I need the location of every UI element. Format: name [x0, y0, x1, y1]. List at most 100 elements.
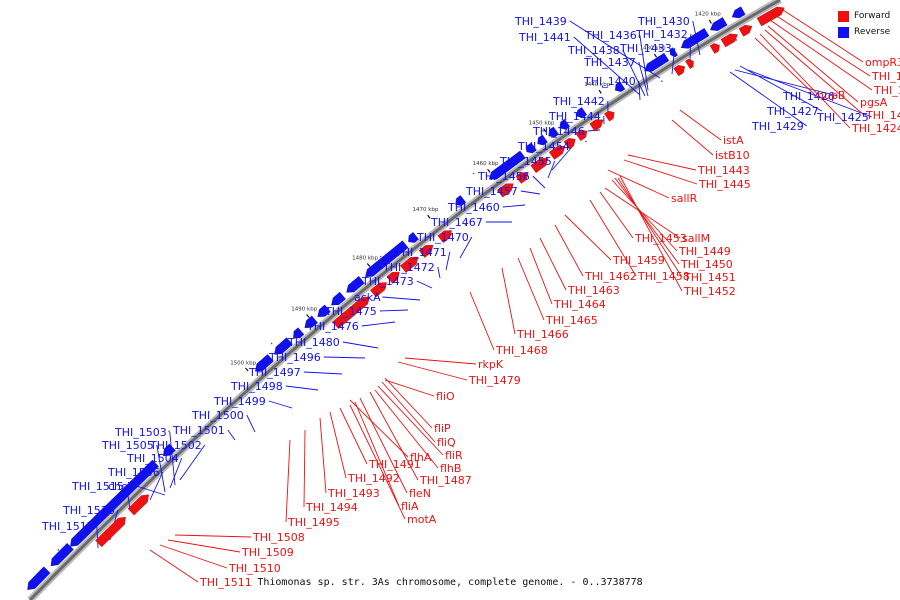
gene-label-thi-1509[interactable]: THI_1509 [241, 546, 294, 559]
gene-label-thi-1511[interactable]: THI_1511 [199, 576, 252, 589]
forward-gene-arrow[interactable] [720, 33, 738, 48]
forward-gene-arrow[interactable] [437, 230, 452, 244]
gene-label-thi-1452[interactable]: THI_1452 [683, 285, 736, 298]
gene-label-thi-1500[interactable]: THI_1500 [191, 409, 244, 422]
gene-label-rkpk[interactable]: rkpK [478, 358, 504, 371]
forward-gene-arrow[interactable] [709, 43, 720, 54]
gene-label-thi-1516[interactable]: THI_1516 [62, 504, 115, 517]
gene-label-thi-1494[interactable]: THI_1494 [305, 501, 358, 514]
reverse-gene-arrow[interactable] [559, 118, 571, 130]
gene-label-thi-1419[interactable]: THI_1419 [873, 84, 900, 97]
gene-label-thi-1487[interactable]: THI_1487 [419, 474, 472, 487]
forward-gene-arrow[interactable] [332, 296, 370, 329]
gene-label-thi-1441[interactable]: THI_1441 [518, 31, 571, 44]
forward-gene-arrow[interactable] [400, 256, 419, 273]
reverse-gene-arrow[interactable] [731, 6, 746, 19]
forward-gene-arrow[interactable] [604, 110, 615, 122]
reverse-gene-arrow[interactable] [50, 542, 74, 567]
gene-label-thi-1473[interactable]: THI_1473 [361, 275, 414, 288]
gene-label-sallm[interactable]: sallM [682, 232, 710, 245]
gene-label-thi-1454[interactable]: THI_1454 [517, 140, 570, 153]
gene-label-fliq[interactable]: fliQ [437, 436, 456, 449]
reverse-gene-arrow[interactable] [346, 276, 365, 293]
gene-label-thi-1468[interactable]: THI_1468 [495, 344, 548, 357]
gene-label-hupb[interactable]: hupB [817, 89, 845, 102]
gene-label-thi-1472[interactable]: THI_1472 [382, 261, 435, 274]
gene-label-thi-1437[interactable]: THI_1437 [583, 56, 636, 69]
gene-label-thi-1491[interactable]: THI_1491 [368, 458, 421, 471]
gene-label-thi-1422[interactable]: THI_1422 [865, 109, 900, 122]
gene-label-thi-1506[interactable]: THI_1506 [107, 466, 160, 479]
gene-label-istb10[interactable]: istB10 [715, 149, 750, 162]
reverse-gene-arrow[interactable] [162, 443, 176, 457]
gene-label-thi-1465[interactable]: THI_1465 [545, 314, 598, 327]
forward-gene-arrow[interactable] [386, 271, 400, 284]
gene-label-thi-1475[interactable]: THI_1475 [324, 305, 377, 318]
forward-gene-arrow[interactable] [370, 282, 387, 298]
reverse-gene-arrow[interactable] [669, 47, 678, 58]
reverse-gene-arrow[interactable] [293, 327, 305, 339]
gene-label-thi-1517[interactable]: THI_1517 [41, 520, 94, 533]
reverse-gene-arrow[interactable] [27, 566, 51, 590]
gene-label-thi-1445[interactable]: THI_1445 [698, 178, 751, 191]
gene-label-thi-1429[interactable]: THI_1429 [751, 120, 804, 133]
gene-label-thi-1498[interactable]: THI_1498 [230, 380, 283, 393]
gene-label-thi-1439[interactable]: THI_1439 [514, 15, 567, 28]
gene-label-thi-1463[interactable]: THI_1463 [567, 284, 620, 297]
gene-label-thi-1442[interactable]: THI_1442 [552, 95, 605, 108]
gene-label-thi-1464[interactable]: THI_1464 [553, 298, 606, 311]
gene-label-thi-1476[interactable]: THI_1476 [306, 320, 359, 333]
gene-label-thi-1432[interactable]: THI_1432 [635, 28, 688, 41]
gene-label-thi-1426[interactable]: THI_1426 [782, 90, 835, 103]
gene-label-thi-1495[interactable]: THI_1495 [287, 516, 340, 529]
gene-label-flia[interactable]: fliA [401, 500, 419, 513]
gene-label-thi-1460[interactable]: THI_1460 [447, 201, 500, 214]
gene-label-thi-1459[interactable]: THI_1459 [612, 254, 665, 267]
gene-label-thi-1450[interactable]: THI_1450 [680, 258, 733, 271]
reverse-gene-arrow[interactable] [576, 107, 588, 118]
gene-label-thi-1496[interactable]: THI_1496 [268, 351, 321, 364]
reverse-gene-arrow[interactable] [548, 126, 559, 138]
forward-gene-arrow[interactable] [95, 516, 126, 548]
gene-label-thi-1443[interactable]: THI_1443 [697, 164, 750, 177]
gene-label-thi-1456[interactable]: THI_1456 [477, 170, 530, 183]
reverse-gene-arrow[interactable] [455, 195, 467, 206]
gene-label-chey[interactable]: cheY [108, 480, 135, 493]
gene-label-thi-1438[interactable]: THI_1438 [567, 44, 620, 57]
gene-label-thi-1425[interactable]: THI_1425 [816, 111, 869, 124]
gene-label-flir[interactable]: fliR [445, 449, 463, 462]
reverse-gene-arrow[interactable] [537, 134, 548, 146]
gene-label-thi-1466[interactable]: THI_1466 [516, 328, 569, 341]
gene-label-thi-1492[interactable]: THI_1492 [347, 472, 400, 485]
gene-label-thi-1440[interactable]: THI_1440 [583, 75, 636, 88]
forward-gene-arrow[interactable] [548, 145, 566, 160]
reverse-gene-arrow[interactable] [644, 52, 670, 72]
gene-label-thi-1418[interactable]: THI_1418 [871, 70, 900, 83]
gene-label-thi-1497[interactable]: THI_1497 [248, 366, 301, 379]
gene-label-flio[interactable]: fliO [436, 390, 455, 403]
gene-label-flen[interactable]: fleN [409, 487, 431, 500]
forward-gene-arrow[interactable] [685, 58, 694, 69]
reverse-gene-arrow[interactable] [317, 304, 331, 317]
forward-gene-arrow[interactable] [738, 24, 753, 37]
gene-label-thi-1508[interactable]: THI_1508 [252, 531, 305, 544]
gene-label-thi-1458[interactable]: THI_1458 [637, 270, 690, 283]
gene-label-thi-1449[interactable]: THI_1449 [678, 245, 731, 258]
gene-label-thi-1446[interactable]: THI_1446 [532, 125, 585, 138]
gene-label-thi-1479[interactable]: THI_1479 [468, 374, 521, 387]
gene-label-thi-1433[interactable]: THI_1433 [619, 42, 672, 55]
forward-gene-arrow[interactable] [127, 494, 149, 516]
gene-label-pgsa[interactable]: pgsA [860, 96, 888, 109]
gene-label-thi-1480[interactable]: THI_1480 [287, 336, 340, 349]
reverse-gene-arrow[interactable] [274, 337, 293, 355]
gene-label-thi-1453[interactable]: THI_1453 [634, 232, 687, 245]
gene-label-flhb[interactable]: flhB [440, 462, 461, 475]
gene-label-thi-1503[interactable]: THI_1503 [114, 426, 167, 439]
gene-label-thi-1471[interactable]: THI_1471 [394, 246, 447, 259]
forward-gene-arrow[interactable] [563, 138, 576, 150]
gene-label-thi-1502[interactable]: THI_1502 [149, 439, 202, 452]
gene-label-thi-1470[interactable]: THI_1470 [416, 231, 469, 244]
forward-gene-arrow[interactable] [575, 129, 588, 142]
gene-label-thi-1451[interactable]: THI_1451 [683, 271, 736, 284]
gene-label-ompr3[interactable]: ompR3 [865, 56, 900, 69]
